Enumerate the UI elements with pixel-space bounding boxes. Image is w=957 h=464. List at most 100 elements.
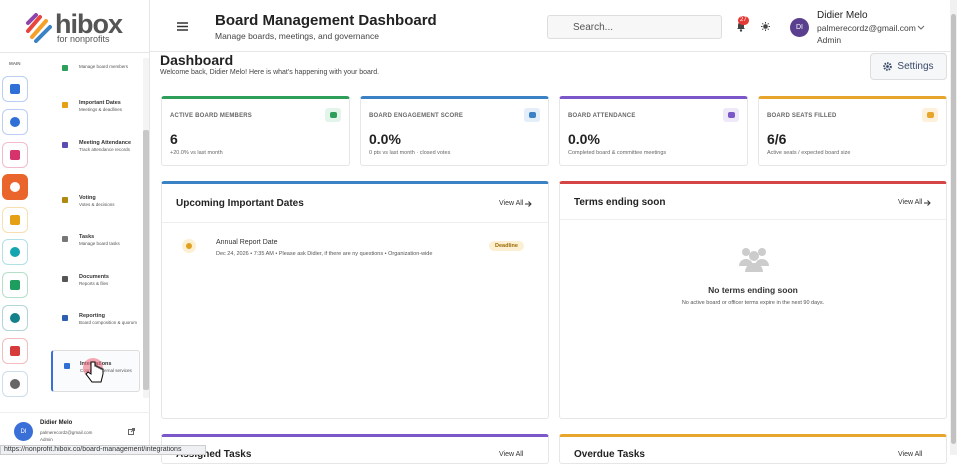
view-all-link[interactable]: View All xyxy=(898,199,932,206)
overdue-panel: Overdue Tasks View All xyxy=(559,434,947,464)
stat-card: BOARD ENGAGEMENT SCORE 0.0% 0 pts vs last … xyxy=(360,96,549,166)
nav-icon-button[interactable] xyxy=(2,239,28,265)
header-subtitle: Manage boards, meetings, and governance xyxy=(215,31,379,41)
settings-button[interactable]: Settings xyxy=(870,53,947,80)
view-all-link[interactable]: View All xyxy=(499,200,533,207)
nav-item[interactable]: Manage board members xyxy=(56,63,138,93)
user-menu-caret[interactable] xyxy=(917,25,925,30)
nav-description: Manage board members xyxy=(79,64,129,69)
avatar[interactable]: DI xyxy=(790,18,809,37)
nav-text: Voting Votes & decisions xyxy=(79,195,139,208)
nav-description: Votes & decisions xyxy=(79,202,115,207)
stat-label: BOARD SEATS FILLED xyxy=(767,113,837,119)
stat-note: 0 pts vs last month · closed votes xyxy=(369,150,451,156)
avatar: DI xyxy=(14,422,33,441)
stat-card: BOARD SEATS FILLED 6/6 Active seats / expe… xyxy=(758,96,947,166)
nav-icon-button[interactable] xyxy=(2,207,28,233)
cursor xyxy=(83,358,104,383)
logo-name: hibox xyxy=(55,9,123,39)
nav-item[interactable]: Meeting Attendance Track attendance recor… xyxy=(56,140,138,170)
status-bar: https://nonprofit.hibox.co/board-managem… xyxy=(0,445,206,455)
nav-icon xyxy=(64,363,70,369)
stat-icon xyxy=(922,108,938,122)
stat-icon xyxy=(723,108,739,122)
nav-icon xyxy=(62,65,68,71)
notification-badge: 27 xyxy=(738,16,749,25)
item-badge: Deadline xyxy=(489,241,524,251)
nav-icon-button[interactable] xyxy=(2,272,28,298)
header: Board Management Dashboard Manage boards… xyxy=(150,0,950,52)
stat-icon xyxy=(325,108,341,122)
nav-item[interactable]: Voting Votes & decisions xyxy=(56,195,138,225)
nav-title: Important Dates xyxy=(79,100,121,106)
nav-text: Important Dates Meetings & deadlines xyxy=(79,100,139,113)
nav-text: Tasks Manage board tasks xyxy=(79,234,139,247)
menu-button[interactable] xyxy=(177,22,188,31)
nav-description: Manage board tasks xyxy=(79,241,120,246)
nav-icon-button[interactable] xyxy=(2,109,28,135)
nav-icon-button[interactable] xyxy=(2,305,28,331)
stat-note: Completed board & committee meetings xyxy=(568,150,667,156)
page-scrollbar xyxy=(950,0,957,455)
stat-label: ACTIVE BOARD MEMBERS xyxy=(170,113,253,119)
nav-icon-button[interactable] xyxy=(2,174,28,200)
stat-note: Active seats / expected board size xyxy=(767,150,851,156)
nav-item[interactable]: Tasks Manage board tasks xyxy=(56,234,138,264)
item-title: Annual Report Date xyxy=(216,239,278,246)
logo-icon xyxy=(26,13,52,43)
logout-icon[interactable] xyxy=(128,428,135,435)
panel-title: Terms ending soon xyxy=(574,197,666,208)
arrow-icon xyxy=(924,199,932,206)
nav-description: Board composition & quorum xyxy=(79,320,138,325)
nav-text: Meeting Attendance Track attendance recor… xyxy=(79,140,139,153)
assigned-panel: Assigned Tasks View All xyxy=(161,434,549,464)
nav-title: Meeting Attendance xyxy=(79,140,132,146)
welcome-text: Welcome back, Didier Melo! Here is what'… xyxy=(160,69,380,76)
nav-icon-button[interactable] xyxy=(2,142,28,168)
header-title: Board Management Dashboard xyxy=(215,12,437,29)
sidebar: hibox for nonprofits MAIN Manage board m… xyxy=(0,0,150,455)
user-role: Admin xyxy=(40,437,53,442)
stat-value: 0.0% xyxy=(369,131,401,147)
nav-item[interactable]: Important Dates Meetings & deadlines xyxy=(56,100,138,130)
view-all-label: View All xyxy=(898,199,923,206)
section-label: MAIN xyxy=(9,61,21,66)
nav-item[interactable]: Documents Reports & files xyxy=(56,274,138,304)
nav-title: Voting xyxy=(79,195,96,201)
user-email: palmerecordz@gmail.com xyxy=(817,23,916,33)
nav-icon xyxy=(62,276,68,282)
upcoming-panel: Upcoming Important Dates View All Annual… xyxy=(161,181,549,419)
date-icon xyxy=(182,239,196,253)
nav-icon-button[interactable] xyxy=(2,371,28,397)
stat-label: BOARD ENGAGEMENT SCORE xyxy=(369,113,464,119)
user-role: Admin xyxy=(817,35,842,45)
stat-value: 0.0% xyxy=(568,131,600,147)
nav-text: Manage board members xyxy=(79,63,139,70)
view-all-label: View All xyxy=(499,200,524,207)
nav-icon xyxy=(62,197,68,203)
search-box[interactable]: Search... xyxy=(547,15,722,39)
arrow-icon xyxy=(525,200,533,207)
item-details: Dec 24, 2026 • 7:35 AM • Please ask Didi… xyxy=(216,251,433,257)
nav-item[interactable]: Reporting Board composition & quorum xyxy=(56,313,138,343)
stat-icon xyxy=(524,108,540,122)
nav-text: Reporting Board composition & quorum xyxy=(79,313,139,326)
theme-toggle[interactable] xyxy=(761,22,770,31)
panel-title: Upcoming Important Dates xyxy=(176,198,304,209)
user-name: Didier Melo xyxy=(817,10,868,21)
nav-icon-button[interactable] xyxy=(2,76,28,102)
stat-label: BOARD ATTENDANCE xyxy=(568,113,636,119)
stat-value: 6/6 xyxy=(767,131,787,147)
settings-label: Settings xyxy=(897,61,934,72)
page-title: Dashboard xyxy=(160,52,234,68)
logo-tagline: for nonprofits xyxy=(57,34,110,44)
nav-icon-button[interactable] xyxy=(2,338,28,364)
scrollbar xyxy=(143,58,149,398)
stat-card: BOARD ATTENDANCE 0.0% Completed board & co… xyxy=(559,96,748,166)
empty-text: No active board or officer terms expire … xyxy=(681,300,825,306)
settings-icon xyxy=(883,62,893,71)
stat-value: 6 xyxy=(170,131,178,147)
nav-text: Documents Reports & files xyxy=(79,274,139,287)
nav-title: Tasks xyxy=(79,234,95,240)
